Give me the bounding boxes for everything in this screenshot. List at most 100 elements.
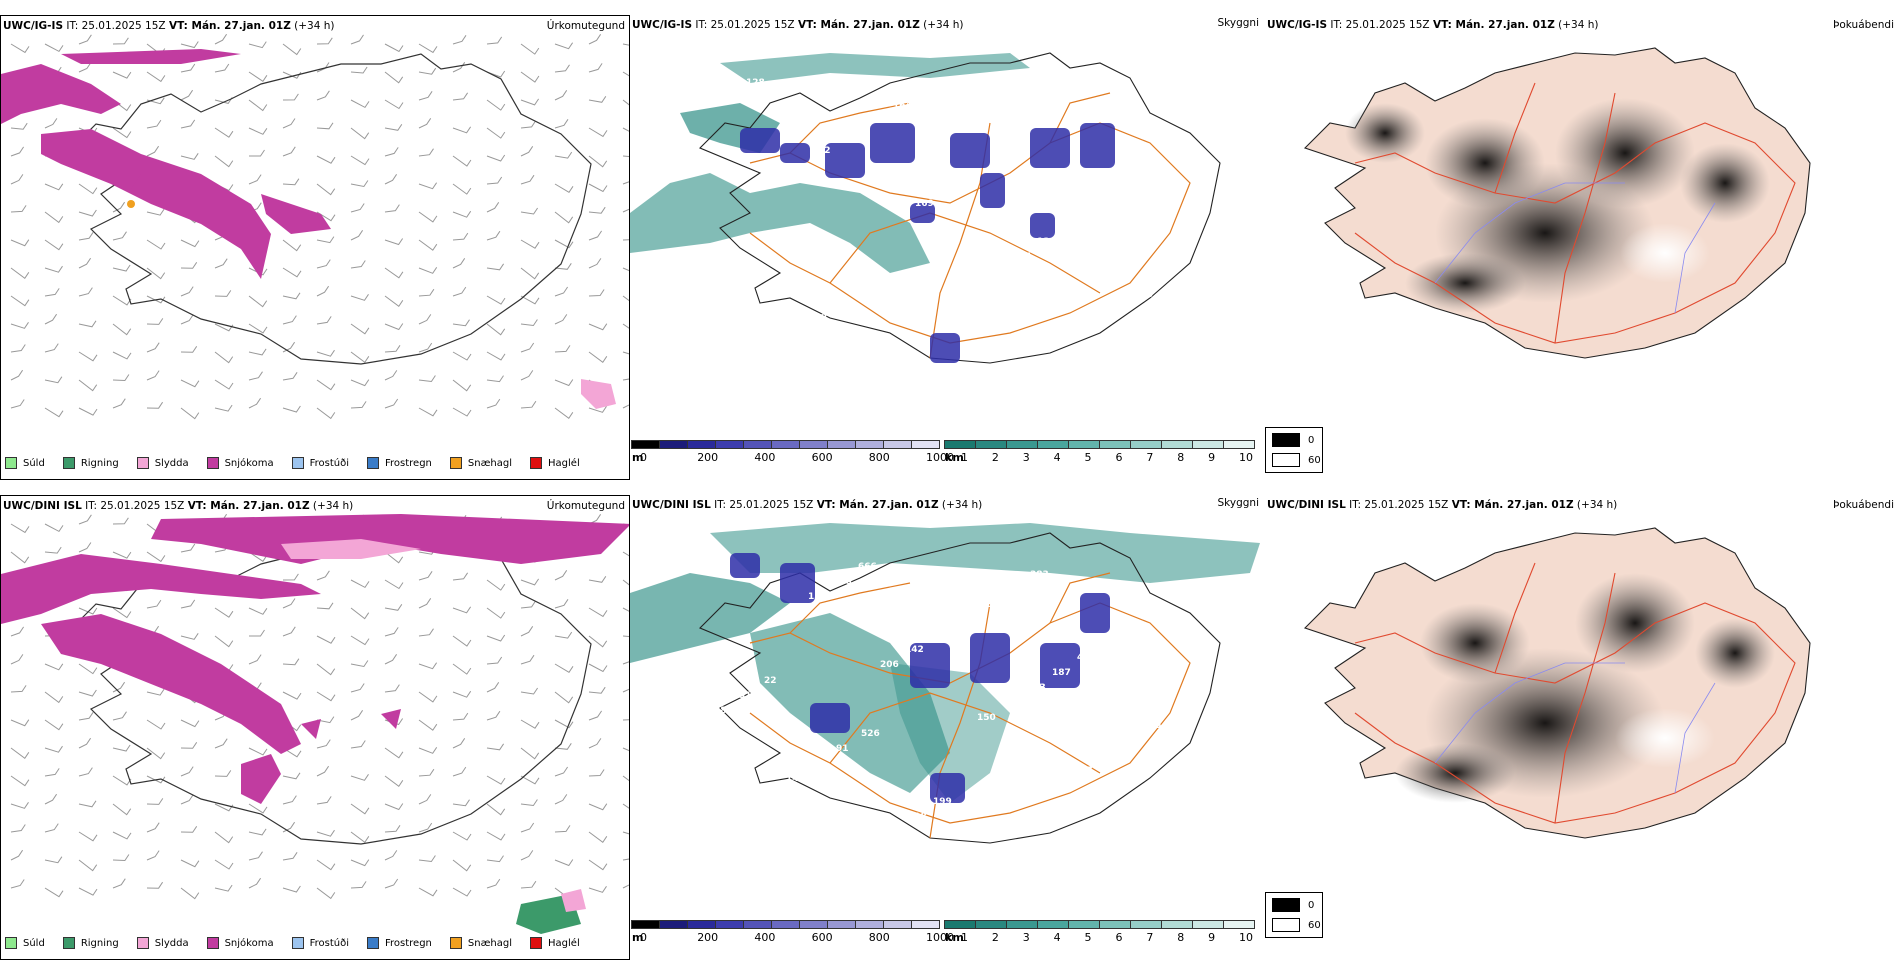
- precip-legend-item: Súld: [5, 937, 45, 949]
- colorbar-tick-label: 10: [1239, 451, 1253, 464]
- legend-swatch: [367, 937, 379, 949]
- wind-barb: [10, 879, 25, 889]
- station-value: 169: [915, 199, 934, 209]
- wind-barb: [350, 66, 368, 74]
- wind-barb: [452, 232, 469, 241]
- legend-swatch: [206, 937, 219, 949]
- wind-barb: [418, 267, 438, 274]
- visibility-area: [630, 173, 930, 273]
- wind-barb: [78, 514, 92, 525]
- fog-key-label: 60: [1308, 454, 1321, 466]
- colorbar-cell: [911, 920, 940, 929]
- wind-barb: [554, 314, 568, 325]
- colorbar-unit: km: [945, 451, 964, 464]
- colorbar-cell: [1006, 920, 1038, 929]
- wind-barb: [622, 43, 629, 46]
- colorbar-cell: [1161, 920, 1193, 929]
- wind-barb: [146, 145, 160, 157]
- wind-barb: [418, 91, 433, 101]
- colorbar-cell: [1192, 440, 1224, 449]
- wind-barb: [554, 825, 571, 833]
- wind-barb: [282, 93, 299, 101]
- colorbar-cell: [715, 920, 744, 929]
- wind-barb: [452, 183, 472, 195]
- wind-barb: [486, 295, 506, 305]
- colorbar-tick-label: 7: [1146, 931, 1154, 944]
- wind-barb: [214, 831, 234, 844]
- station-value: 295: [796, 328, 815, 338]
- wind-barb: [384, 71, 404, 84]
- wind-barb: [384, 323, 404, 331]
- panel-title: Skyggni: [1217, 17, 1260, 29]
- wind-barb: [384, 43, 404, 53]
- wind-barb: [248, 803, 268, 814]
- wind-barb: [588, 803, 608, 811]
- legend-swatch: [5, 937, 17, 949]
- road-network: [749, 92, 1191, 359]
- colorbar-tick-label: 4: [1053, 451, 1061, 464]
- wind-barb: [384, 604, 403, 611]
- precip-legend-item: Haglél: [530, 937, 580, 949]
- wind-barb: [316, 602, 334, 610]
- ceiling-visibility-panel-row1: UWC/IG-IS IT: 25.01.2025 15Z VT: Mán. 27…: [630, 15, 1265, 480]
- snowfall-area: [151, 514, 629, 564]
- colorbar-tick-label: 4: [1053, 931, 1061, 944]
- station-value: 310: [739, 691, 758, 701]
- wind-barb: [486, 579, 506, 591]
- station-value: 129: [1109, 305, 1128, 315]
- wind-barb: [350, 260, 366, 269]
- wind-barb: [10, 174, 24, 185]
- colorbar-tick-label: 400: [754, 931, 776, 944]
- legend-label: Frostregn: [385, 457, 432, 469]
- wind-barb: [248, 397, 262, 409]
- wind-barb: [44, 43, 64, 53]
- wind-barb: [146, 599, 162, 609]
- colorbar-tick-label: 1000: [926, 451, 954, 464]
- wind-barb: [350, 294, 369, 301]
- station-value: 328: [833, 577, 852, 587]
- legend-label: Frostúði: [309, 937, 349, 949]
- fog-map: [1303, 527, 1811, 839]
- wind-barb: [146, 688, 165, 696]
- wind-barb: [44, 239, 64, 251]
- station-value: 107: [1012, 252, 1031, 262]
- wind-barb: [622, 831, 629, 835]
- wind-barb: [316, 211, 336, 222]
- snowfall-area: [1, 554, 321, 624]
- fog-key-swatch: [1272, 453, 1300, 467]
- station-value: 150: [977, 713, 996, 723]
- station-value: 22: [764, 676, 777, 686]
- station-values: 208 42 169 107 129 128 23 172 13 118 106 123 93 192 96…: [699, 78, 1153, 353]
- panel-header: UWC/DINI ISL IT: 25.01.2025 15Z VT: Mán.…: [632, 499, 983, 511]
- colorbar-unit: m: [632, 451, 644, 464]
- wind-barb: [316, 739, 331, 749]
- station-value: 187: [1074, 766, 1093, 776]
- wind-barb: [384, 627, 399, 637]
- wind-barb: [452, 712, 469, 721]
- wind-barb: [622, 71, 629, 77]
- wind-barb: [350, 607, 370, 620]
- legend-label: Frostregn: [385, 937, 432, 949]
- wind-barb: [316, 887, 336, 900]
- legend-label: Frostúði: [309, 457, 349, 469]
- colorbar-cell: [743, 920, 772, 929]
- wind-barb: [180, 859, 200, 868]
- wind-barb: [10, 122, 28, 130]
- wind-barb: [316, 259, 331, 269]
- colorbar-cell: [1192, 920, 1224, 929]
- precip-type-panel-row1: UWC/IG-IS IT: 25.01.2025 15Z VT: Mán. 27…: [0, 15, 630, 480]
- colorbar-cell: [855, 440, 884, 449]
- wind-barb: [452, 319, 470, 327]
- wind-barb: [622, 884, 629, 889]
- wind-barb: [486, 202, 500, 213]
- wind-barb: [180, 599, 196, 609]
- wind-barb: [588, 323, 608, 331]
- wind-barb: [588, 576, 607, 583]
- fog-indicator-panel-row1: UWC/IG-IS IT: 25.01.2025 15Z VT: Mán. 27…: [1265, 15, 1900, 480]
- wind-barb: [384, 825, 401, 833]
- colorbar-tick-label: 10: [1239, 931, 1253, 944]
- precip-legend-item: Snæhagl: [449, 937, 512, 949]
- wind-barb: [486, 878, 501, 889]
- wind-barb: [520, 600, 537, 609]
- wind-barb: [486, 176, 503, 185]
